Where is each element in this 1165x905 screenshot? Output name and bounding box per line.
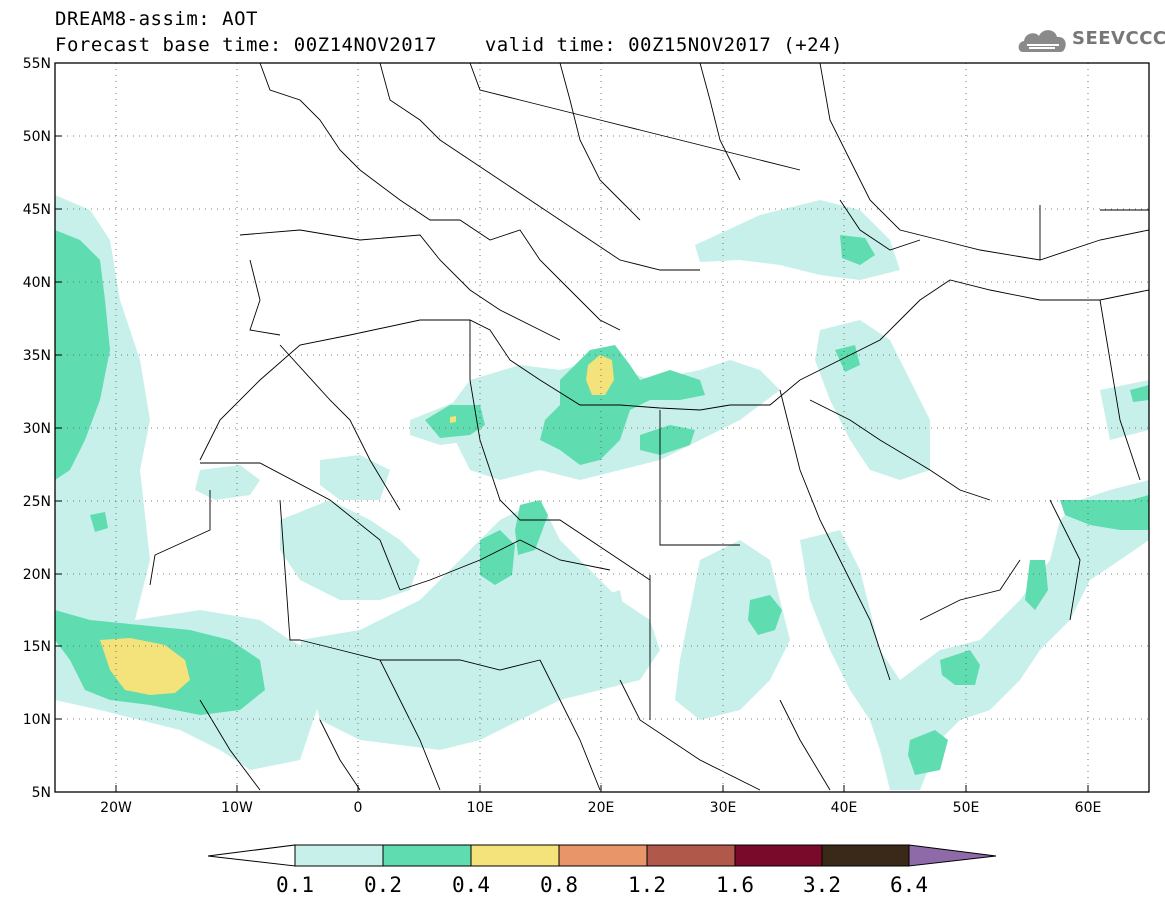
lat-labels: 55N 50N 45N 40N 35N 30N 25N 20N 15N 10N … bbox=[23, 56, 51, 801]
lat-label: 45N bbox=[23, 202, 51, 218]
colorbar-label: 0.4 bbox=[452, 873, 490, 897]
lon-label: 30E bbox=[710, 800, 737, 816]
lat-label: 15N bbox=[23, 639, 51, 655]
grid-lines bbox=[55, 63, 1149, 792]
colorbar-arrow-low bbox=[207, 844, 296, 867]
lon-label: 20E bbox=[588, 800, 615, 816]
lon-label: 20W bbox=[100, 800, 132, 816]
aot-field-mid bbox=[55, 230, 1149, 775]
colorbar-segment bbox=[734, 844, 823, 867]
lat-label: 5N bbox=[32, 785, 51, 801]
cloud-icon bbox=[1018, 30, 1066, 52]
colorbar-label: 1.6 bbox=[716, 873, 754, 897]
colorbar-label: 0.2 bbox=[364, 873, 402, 897]
colorbar-segment bbox=[294, 844, 384, 867]
colorbar-arrow-high bbox=[908, 844, 997, 867]
lat-label: 50N bbox=[23, 129, 51, 145]
colorbar-label: 6.4 bbox=[890, 873, 928, 897]
colorbar-label: 0.1 bbox=[276, 873, 314, 897]
colorbar-segment bbox=[470, 844, 560, 867]
colorbar-segment bbox=[646, 844, 736, 867]
map-title: DREAM8-assim: AOT bbox=[55, 8, 258, 30]
logo-text: SEEVCCC bbox=[1072, 28, 1165, 49]
lon-label: 0 bbox=[354, 800, 363, 816]
colorbar-segment bbox=[821, 844, 910, 867]
lat-label: 30N bbox=[23, 421, 51, 437]
forecast-time-line: Forecast base time: 00Z14NOV2017 valid t… bbox=[55, 34, 843, 56]
lat-label: 40N bbox=[23, 275, 51, 291]
colorbar-segment bbox=[382, 844, 472, 867]
valid-time: valid time: 00Z15NOV2017 (+24) bbox=[484, 34, 843, 56]
lon-labels: 20W 10W 0 10E 20E 30E 40E 50E 60E bbox=[100, 800, 1101, 816]
lon-label: 10E bbox=[467, 800, 494, 816]
lon-label: 50E bbox=[953, 800, 980, 816]
tick-marks bbox=[55, 135, 1089, 792]
lon-label: 60E bbox=[1075, 800, 1102, 816]
country-borders bbox=[149, 63, 1149, 791]
aot-field-low bbox=[55, 195, 1149, 790]
colorbar-segment bbox=[558, 844, 648, 867]
base-time: Forecast base time: 00Z14NOV2017 bbox=[55, 34, 438, 56]
colorbar-label: 0.8 bbox=[540, 873, 578, 897]
colorbar-label: 1.2 bbox=[628, 873, 666, 897]
lat-label: 10N bbox=[23, 712, 51, 728]
lon-label: 40E bbox=[831, 800, 858, 816]
lat-label: 20N bbox=[23, 567, 51, 583]
aot-field-high bbox=[100, 355, 614, 695]
colorbar-labels: 0.1 0.2 0.4 0.8 1.2 1.6 3.2 6.4 bbox=[276, 873, 928, 897]
lat-label: 35N bbox=[23, 348, 51, 364]
colorbar-label: 3.2 bbox=[803, 873, 841, 897]
lat-label: 55N bbox=[23, 56, 51, 72]
colorbar bbox=[207, 844, 997, 867]
lon-label: 10W bbox=[221, 800, 253, 816]
lat-label: 25N bbox=[23, 494, 51, 510]
